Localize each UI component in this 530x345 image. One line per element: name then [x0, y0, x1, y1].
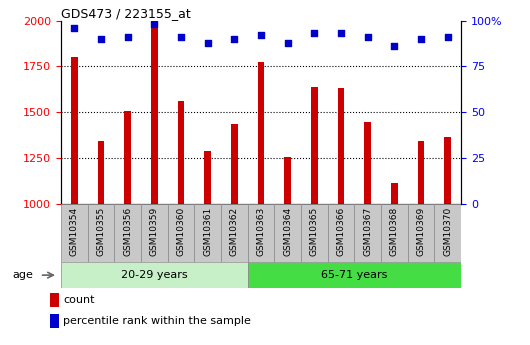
Point — [310, 31, 319, 36]
Bar — [275, 204, 301, 262]
Point — [123, 34, 132, 40]
Bar — [328, 204, 355, 262]
Point — [444, 34, 452, 40]
Bar — [141, 204, 167, 262]
Bar — [258, 62, 264, 204]
Text: GSM10364: GSM10364 — [283, 206, 292, 256]
Text: percentile rank within the sample: percentile rank within the sample — [64, 316, 251, 326]
Point — [70, 25, 78, 31]
Point — [150, 22, 158, 27]
Text: GSM10356: GSM10356 — [123, 206, 132, 256]
Text: GSM10354: GSM10354 — [70, 206, 79, 256]
Bar — [311, 87, 317, 204]
Bar — [391, 183, 398, 204]
Point — [284, 40, 292, 46]
Bar — [50, 294, 59, 307]
Bar — [87, 204, 114, 262]
Bar — [301, 204, 328, 262]
Bar — [418, 141, 425, 204]
Bar — [381, 204, 408, 262]
Point — [337, 31, 346, 36]
Bar — [355, 204, 381, 262]
Point — [97, 36, 105, 42]
Text: GSM10355: GSM10355 — [96, 206, 105, 256]
Bar — [435, 204, 461, 262]
Bar — [195, 204, 221, 262]
Bar — [71, 57, 77, 204]
Text: GDS473 / 223155_at: GDS473 / 223155_at — [61, 7, 191, 20]
Text: count: count — [64, 295, 95, 305]
Text: GSM10359: GSM10359 — [150, 206, 159, 256]
Point — [177, 34, 186, 40]
Bar — [98, 141, 104, 204]
Text: GSM10360: GSM10360 — [176, 206, 186, 256]
Bar — [151, 28, 157, 204]
Bar — [338, 88, 344, 204]
Bar — [221, 204, 248, 262]
Text: GSM10370: GSM10370 — [443, 206, 452, 256]
Point — [204, 40, 212, 46]
Bar — [205, 151, 211, 204]
Bar — [61, 262, 248, 288]
Text: GSM10365: GSM10365 — [310, 206, 319, 256]
Point — [230, 36, 239, 42]
Bar — [248, 204, 275, 262]
Text: GSM10361: GSM10361 — [203, 206, 212, 256]
Bar — [178, 101, 184, 204]
Bar — [50, 314, 59, 327]
Bar — [365, 122, 371, 204]
Text: GSM10369: GSM10369 — [417, 206, 426, 256]
Point — [364, 34, 372, 40]
Bar — [231, 124, 237, 204]
Point — [390, 43, 399, 49]
Text: GSM10366: GSM10366 — [337, 206, 346, 256]
Text: GSM10363: GSM10363 — [257, 206, 266, 256]
Bar — [248, 262, 461, 288]
Bar — [285, 157, 291, 204]
Point — [257, 32, 266, 38]
Point — [417, 36, 426, 42]
Text: GSM10362: GSM10362 — [230, 206, 239, 256]
Bar — [408, 204, 435, 262]
Text: 20-29 years: 20-29 years — [121, 270, 188, 280]
Bar — [125, 111, 131, 204]
Bar — [167, 204, 195, 262]
Text: age: age — [13, 270, 33, 280]
Text: GSM10368: GSM10368 — [390, 206, 399, 256]
Bar — [61, 204, 87, 262]
Bar — [445, 137, 451, 204]
Text: GSM10367: GSM10367 — [363, 206, 372, 256]
Text: 65-71 years: 65-71 years — [321, 270, 387, 280]
Bar — [114, 204, 141, 262]
